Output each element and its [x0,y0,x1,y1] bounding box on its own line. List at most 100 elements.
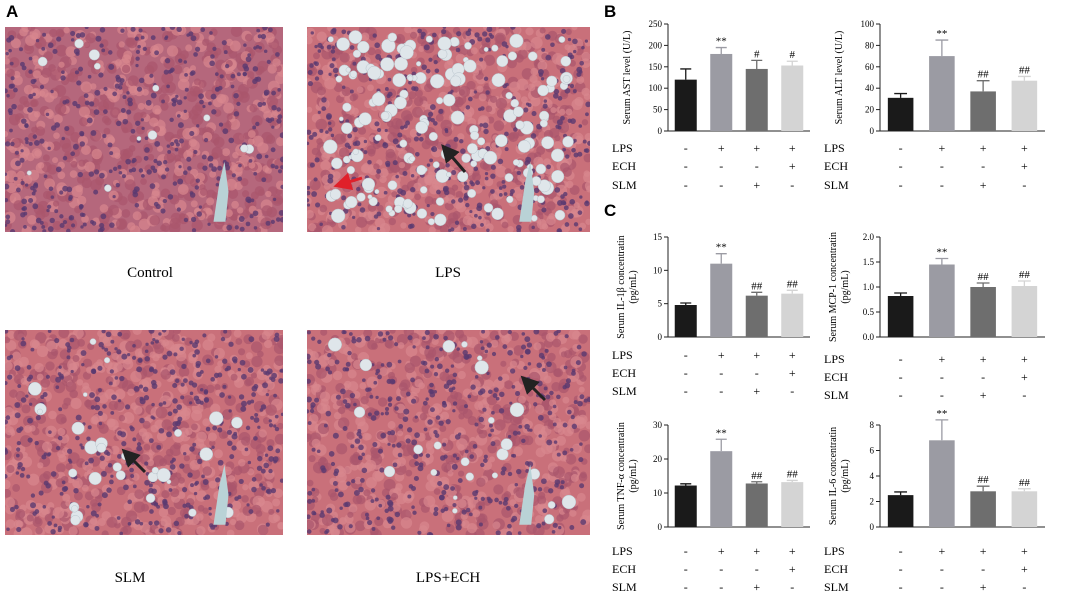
nucleus [179,463,185,469]
cell [244,33,253,42]
cell [154,108,161,115]
nucleus [344,142,350,148]
nucleus [527,461,534,468]
nucleus [456,31,462,37]
nucleus [108,63,115,70]
cell [140,178,147,185]
nucleus [76,80,82,86]
nucleus [420,35,425,40]
nucleus [35,38,40,43]
nucleus [163,69,169,75]
cell [479,330,490,339]
cell [316,86,327,96]
cell [5,519,16,529]
nucleus [451,379,457,385]
vacuole [537,179,551,193]
nucleus [68,460,73,464]
nucleus [190,483,195,488]
cell [579,374,587,382]
error-bar [976,485,990,492]
cell [161,72,174,85]
nucleus [514,482,519,487]
nucleus [167,149,172,154]
nucleus [226,224,233,231]
nucleus [503,192,508,196]
nucleus [527,103,532,108]
cell [118,41,125,48]
nucleus [541,47,546,52]
nucleus [486,371,490,376]
cell [57,427,66,436]
cell [374,217,386,229]
nucleus [208,512,212,516]
cell [80,81,92,93]
nucleus [165,35,169,39]
condition-sign: - [684,544,688,558]
vacuole [477,137,486,146]
cell [196,431,207,443]
cell [210,403,221,414]
cell [258,429,267,438]
nucleus [132,343,136,348]
bar [781,482,804,527]
cell [12,484,21,492]
nucleus [273,336,280,342]
nucleus [585,101,590,108]
nucleus [403,408,410,415]
nucleus [184,73,188,77]
cell [109,146,121,158]
cell [403,330,415,337]
nucleus [208,163,214,168]
nucleus [474,32,480,38]
nucleus [576,66,583,73]
nucleus [150,92,157,99]
cell [409,31,418,39]
nucleus [556,119,563,126]
nucleus [45,112,50,117]
nucleus [6,94,10,98]
nucleus [75,51,80,56]
cell [530,36,543,49]
cell [538,383,549,394]
nucleus [223,50,228,55]
cell [178,476,185,484]
nucleus [452,453,457,458]
cell [19,27,28,37]
vacuole [394,96,407,110]
nucleus [533,187,540,194]
nucleus [46,208,50,213]
nucleus [177,122,184,129]
nucleus [265,371,270,376]
cell [188,109,199,120]
nucleus [521,438,526,444]
error-bar [751,59,763,69]
nucleus [144,479,150,486]
nucleus [436,189,441,195]
cell [504,380,514,390]
cell [134,489,145,500]
nucleus [121,174,126,179]
cell [543,375,552,384]
cell [34,362,44,373]
nucleus [153,158,158,164]
cell [263,417,271,425]
nucleus [307,141,310,146]
nucleus [99,455,105,461]
vacuole [115,470,126,481]
vacuole [399,139,408,148]
nucleus [101,48,106,53]
cell [122,127,129,134]
condition-sign: + [1021,141,1028,155]
nucleus [14,504,19,510]
condition-name: ECH [824,370,848,384]
nucleus [28,56,33,61]
error-bar [680,483,692,486]
nucleus [252,125,257,130]
nucleus [439,347,443,352]
cell [541,223,549,230]
cell [248,161,256,169]
cell [52,507,65,519]
nucleus [407,213,412,218]
nucleus [30,78,36,85]
nucleus [426,163,431,167]
